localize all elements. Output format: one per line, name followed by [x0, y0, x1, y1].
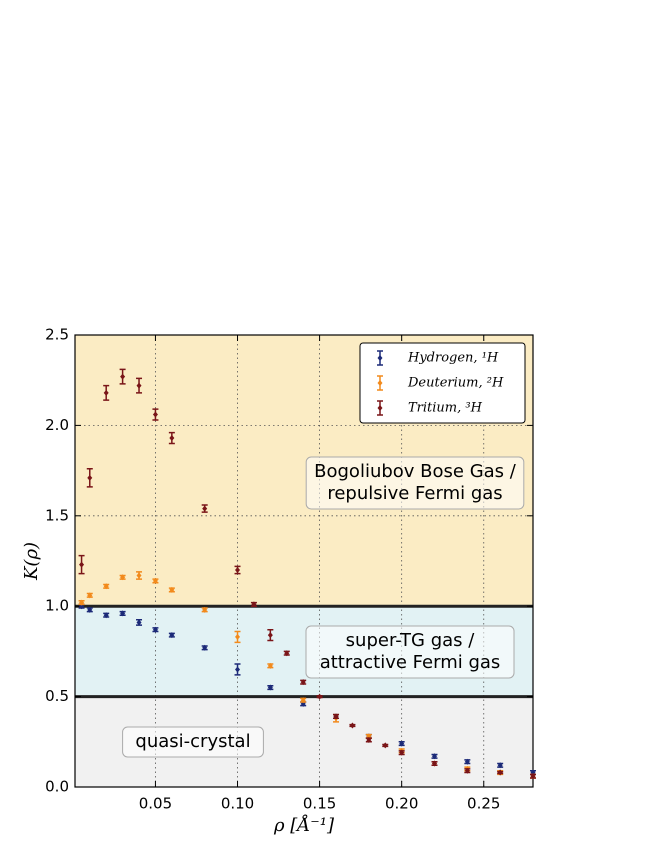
data-point	[349, 722, 355, 729]
data-point	[267, 632, 273, 639]
legend-label: Tritium, ³H	[408, 401, 483, 416]
data-point	[169, 586, 175, 593]
data-point	[120, 610, 126, 617]
data-point	[432, 760, 438, 767]
data-point	[333, 713, 339, 720]
legend-marker	[377, 405, 383, 411]
data-point	[87, 592, 93, 599]
data-point	[87, 606, 93, 613]
y-tick-label: 2.0	[45, 416, 69, 434]
data-point	[251, 601, 257, 608]
y-tick-label: 0.5	[45, 687, 69, 705]
legend-label: Deuterium, ²H	[407, 376, 504, 391]
data-point	[317, 693, 323, 700]
x-tick-label: 0.20	[385, 795, 418, 813]
data-point	[497, 769, 503, 776]
x-axis-label: ρ [Å⁻¹]	[273, 814, 335, 836]
data-point	[464, 758, 470, 765]
data-point	[152, 411, 158, 418]
data-point	[399, 749, 405, 756]
region-label: Bogoliubov Bose Gas /	[314, 461, 517, 482]
data-point	[120, 373, 126, 380]
data-point	[267, 662, 273, 669]
legend-marker	[377, 380, 383, 386]
data-point	[136, 572, 142, 579]
data-point	[79, 599, 85, 606]
legend-box	[359, 342, 526, 424]
data-point	[87, 474, 93, 481]
data-point	[300, 697, 306, 704]
data-point	[152, 626, 158, 633]
region-label-box	[122, 726, 264, 758]
region-label: quasi-crystal	[135, 731, 250, 752]
data-point	[300, 679, 306, 686]
region-label-box	[305, 625, 515, 679]
data-point	[79, 561, 85, 568]
x-tick-label: 0.10	[221, 795, 254, 813]
y-tick-label: 2.5	[45, 326, 69, 344]
plot-frame	[74, 334, 534, 788]
data-point	[284, 650, 290, 657]
data-point	[169, 435, 175, 442]
region-label: super-TG gas /	[346, 630, 476, 651]
data-point	[267, 684, 273, 691]
x-tick-label: 0.15	[303, 795, 336, 813]
data-point	[530, 773, 536, 780]
legend-marker	[377, 355, 383, 361]
y-tick-label: 0.0	[45, 778, 69, 796]
data-point	[202, 644, 208, 651]
data-point	[464, 767, 470, 774]
data-point	[366, 736, 372, 743]
data-point	[103, 612, 109, 619]
data-point	[382, 742, 388, 749]
data-point	[235, 633, 241, 640]
region-label: repulsive Fermi gas	[327, 483, 502, 504]
region-label: attractive Fermi gas	[320, 652, 501, 673]
data-point	[202, 606, 208, 613]
y-axis-label: K(ρ)	[21, 542, 42, 581]
data-point	[235, 666, 241, 673]
region-label-box	[305, 456, 525, 510]
data-point	[136, 619, 142, 626]
data-point	[152, 577, 158, 584]
data-point	[432, 753, 438, 760]
data-point	[202, 505, 208, 512]
legend-label: Hydrogen, ¹H	[407, 351, 499, 366]
data-point	[399, 740, 405, 747]
data-point	[497, 762, 503, 769]
y-tick-label: 1.0	[45, 597, 69, 615]
x-tick-label: 0.05	[139, 795, 172, 813]
data-point	[103, 389, 109, 396]
data-point	[103, 583, 109, 590]
data-point	[235, 567, 241, 574]
data-point	[120, 574, 126, 581]
y-tick-label: 1.5	[45, 506, 69, 524]
x-tick-label: 0.25	[467, 795, 500, 813]
data-point	[169, 632, 175, 639]
data-point	[136, 382, 142, 389]
